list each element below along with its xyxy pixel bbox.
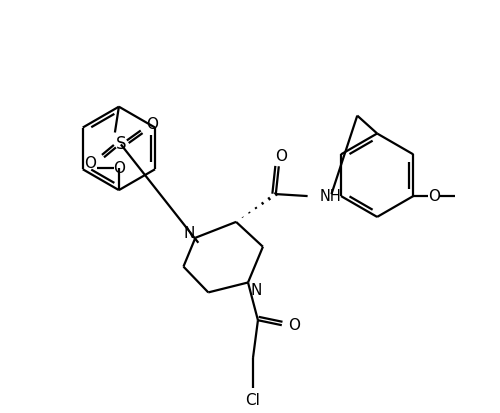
Text: O: O — [275, 149, 287, 164]
Text: N: N — [184, 226, 195, 241]
Text: O: O — [288, 318, 300, 333]
Text: O: O — [113, 161, 125, 176]
Text: Cl: Cl — [246, 393, 260, 408]
Text: O: O — [84, 156, 96, 171]
Text: O: O — [146, 117, 158, 132]
Text: N: N — [250, 283, 262, 298]
Text: O: O — [428, 189, 440, 204]
Text: NH: NH — [320, 189, 342, 204]
Text: S: S — [116, 135, 126, 153]
